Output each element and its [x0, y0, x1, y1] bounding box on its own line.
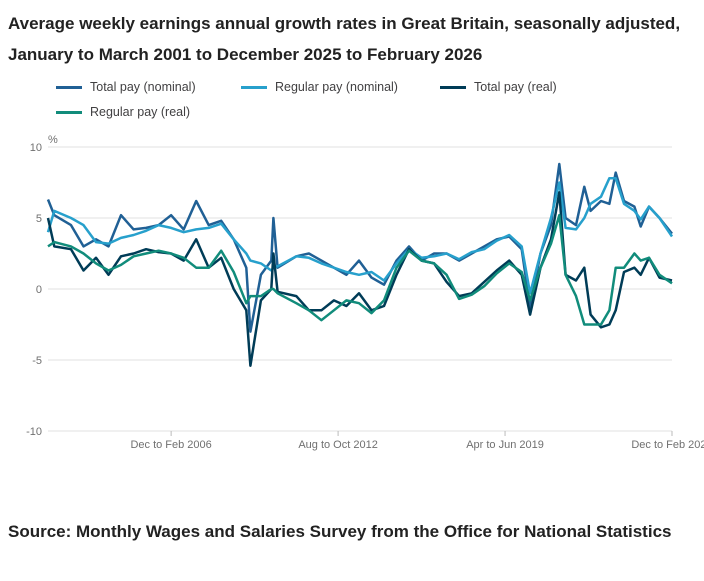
series-line-regular-pay-real — [47, 213, 673, 326]
y-tick-label: -5 — [32, 355, 42, 367]
legend-item-total-real[interactable]: Total pay (real) — [440, 80, 557, 94]
legend-swatch — [440, 85, 466, 89]
legend-item-regular-real[interactable]: Regular pay (real) — [56, 105, 190, 119]
chart-title: Average weekly earnings annual growth ra… — [8, 14, 681, 64]
legend-swatch — [241, 85, 267, 89]
y-axis-label: % — [48, 134, 58, 146]
legend-item-total-nominal[interactable]: Total pay (nominal) — [56, 80, 196, 94]
x-tick-label: Apr to Jun 2019 — [466, 439, 544, 451]
legend-label: Total pay (nominal) — [90, 80, 196, 94]
y-tick-label: 5 — [36, 213, 42, 225]
legend-label: Regular pay (real) — [90, 105, 191, 119]
y-tick-label: 0 — [36, 284, 42, 296]
x-tick-label: Aug to Oct 2012 — [298, 439, 378, 451]
legend-swatch — [56, 85, 82, 89]
series-line-total-pay-nominal — [46, 162, 673, 333]
legend-swatch — [56, 110, 82, 114]
x-tick-label: Dec to Feb 2026 — [631, 439, 704, 451]
y-tick-label: -10 — [26, 426, 42, 438]
legend-item-regular-nominal[interactable]: Regular pay (nominal) — [241, 80, 398, 94]
series-line-regular-pay-nominal — [46, 176, 674, 295]
legend-label: Total pay (real) — [474, 80, 557, 94]
y-tick-label: 10 — [30, 142, 42, 154]
legend-label: Regular pay (nominal) — [275, 80, 398, 94]
x-tick-label: Dec to Feb 2006 — [130, 439, 211, 451]
source-note: Source: Monthly Wages and Salaries Surve… — [8, 522, 672, 541]
